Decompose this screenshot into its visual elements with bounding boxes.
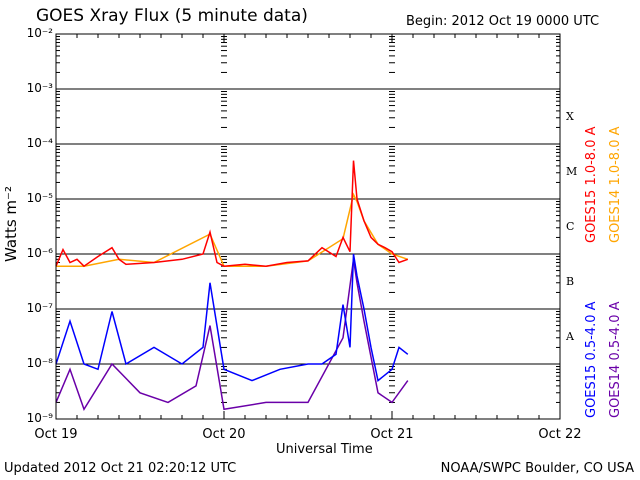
y-tick-label: 10⁻³ [26,81,53,95]
series-line-goes14-1-0-8-0-a [56,192,409,267]
flare-class-c: C [566,219,575,233]
series-line-goes14-0-5-4-0-a [55,259,409,412]
legend-entry: GOES15 0.5-4.0 A [584,301,599,418]
flare-class-x: X [566,109,574,123]
y-tick-label: 10⁻⁸ [26,356,53,370]
y-axis-ticks [56,36,560,403]
plot-frame [55,33,561,420]
credit-text: NOAA/SWPC Boulder, CO USA [440,461,634,476]
begin-date: Begin: 2012 Oct 19 0000 UTC [406,14,600,29]
x-tick-label: Oct 22 [538,427,582,442]
legend-entry: GOES15 1.0-8.0 A [584,126,599,243]
y-tick-label: 10⁻⁴ [26,136,53,150]
series-lines [55,160,409,412]
legend-entry: GOES14 0.5-4.0 A [608,301,623,418]
chart-title: GOES Xray Flux (5 minute data) [36,6,308,26]
legend-entry: GOES14 1.0-8.0 A [608,126,623,243]
flare-class-b: B [566,274,575,288]
y-tick-label: 10⁻⁵ [26,191,53,205]
x-tick-label: Oct 20 [202,427,246,442]
grid-lines [56,88,560,365]
y-tick-label: 10⁻² [26,26,53,40]
flare-class-m: M [566,164,578,178]
series-line-goes15-0-5-4-0-a [55,253,409,382]
x-tick-label: Oct 19 [34,427,78,442]
y-tick-label: 10⁻⁷ [26,301,53,315]
series-line-goes15-1-0-8-0-a [55,160,409,268]
updated-timestamp: Updated 2012 Oct 21 02:20:12 UTC [4,461,237,476]
x-axis-label: Universal Time [276,442,373,457]
y-axis-label: Watts m⁻² [2,186,20,262]
flare-class-a: A [566,329,574,343]
y-tick-label: 10⁻⁶ [26,246,53,260]
x-tick-label: Oct 21 [370,427,414,442]
y-tick-label: 10⁻⁹ [26,411,53,425]
